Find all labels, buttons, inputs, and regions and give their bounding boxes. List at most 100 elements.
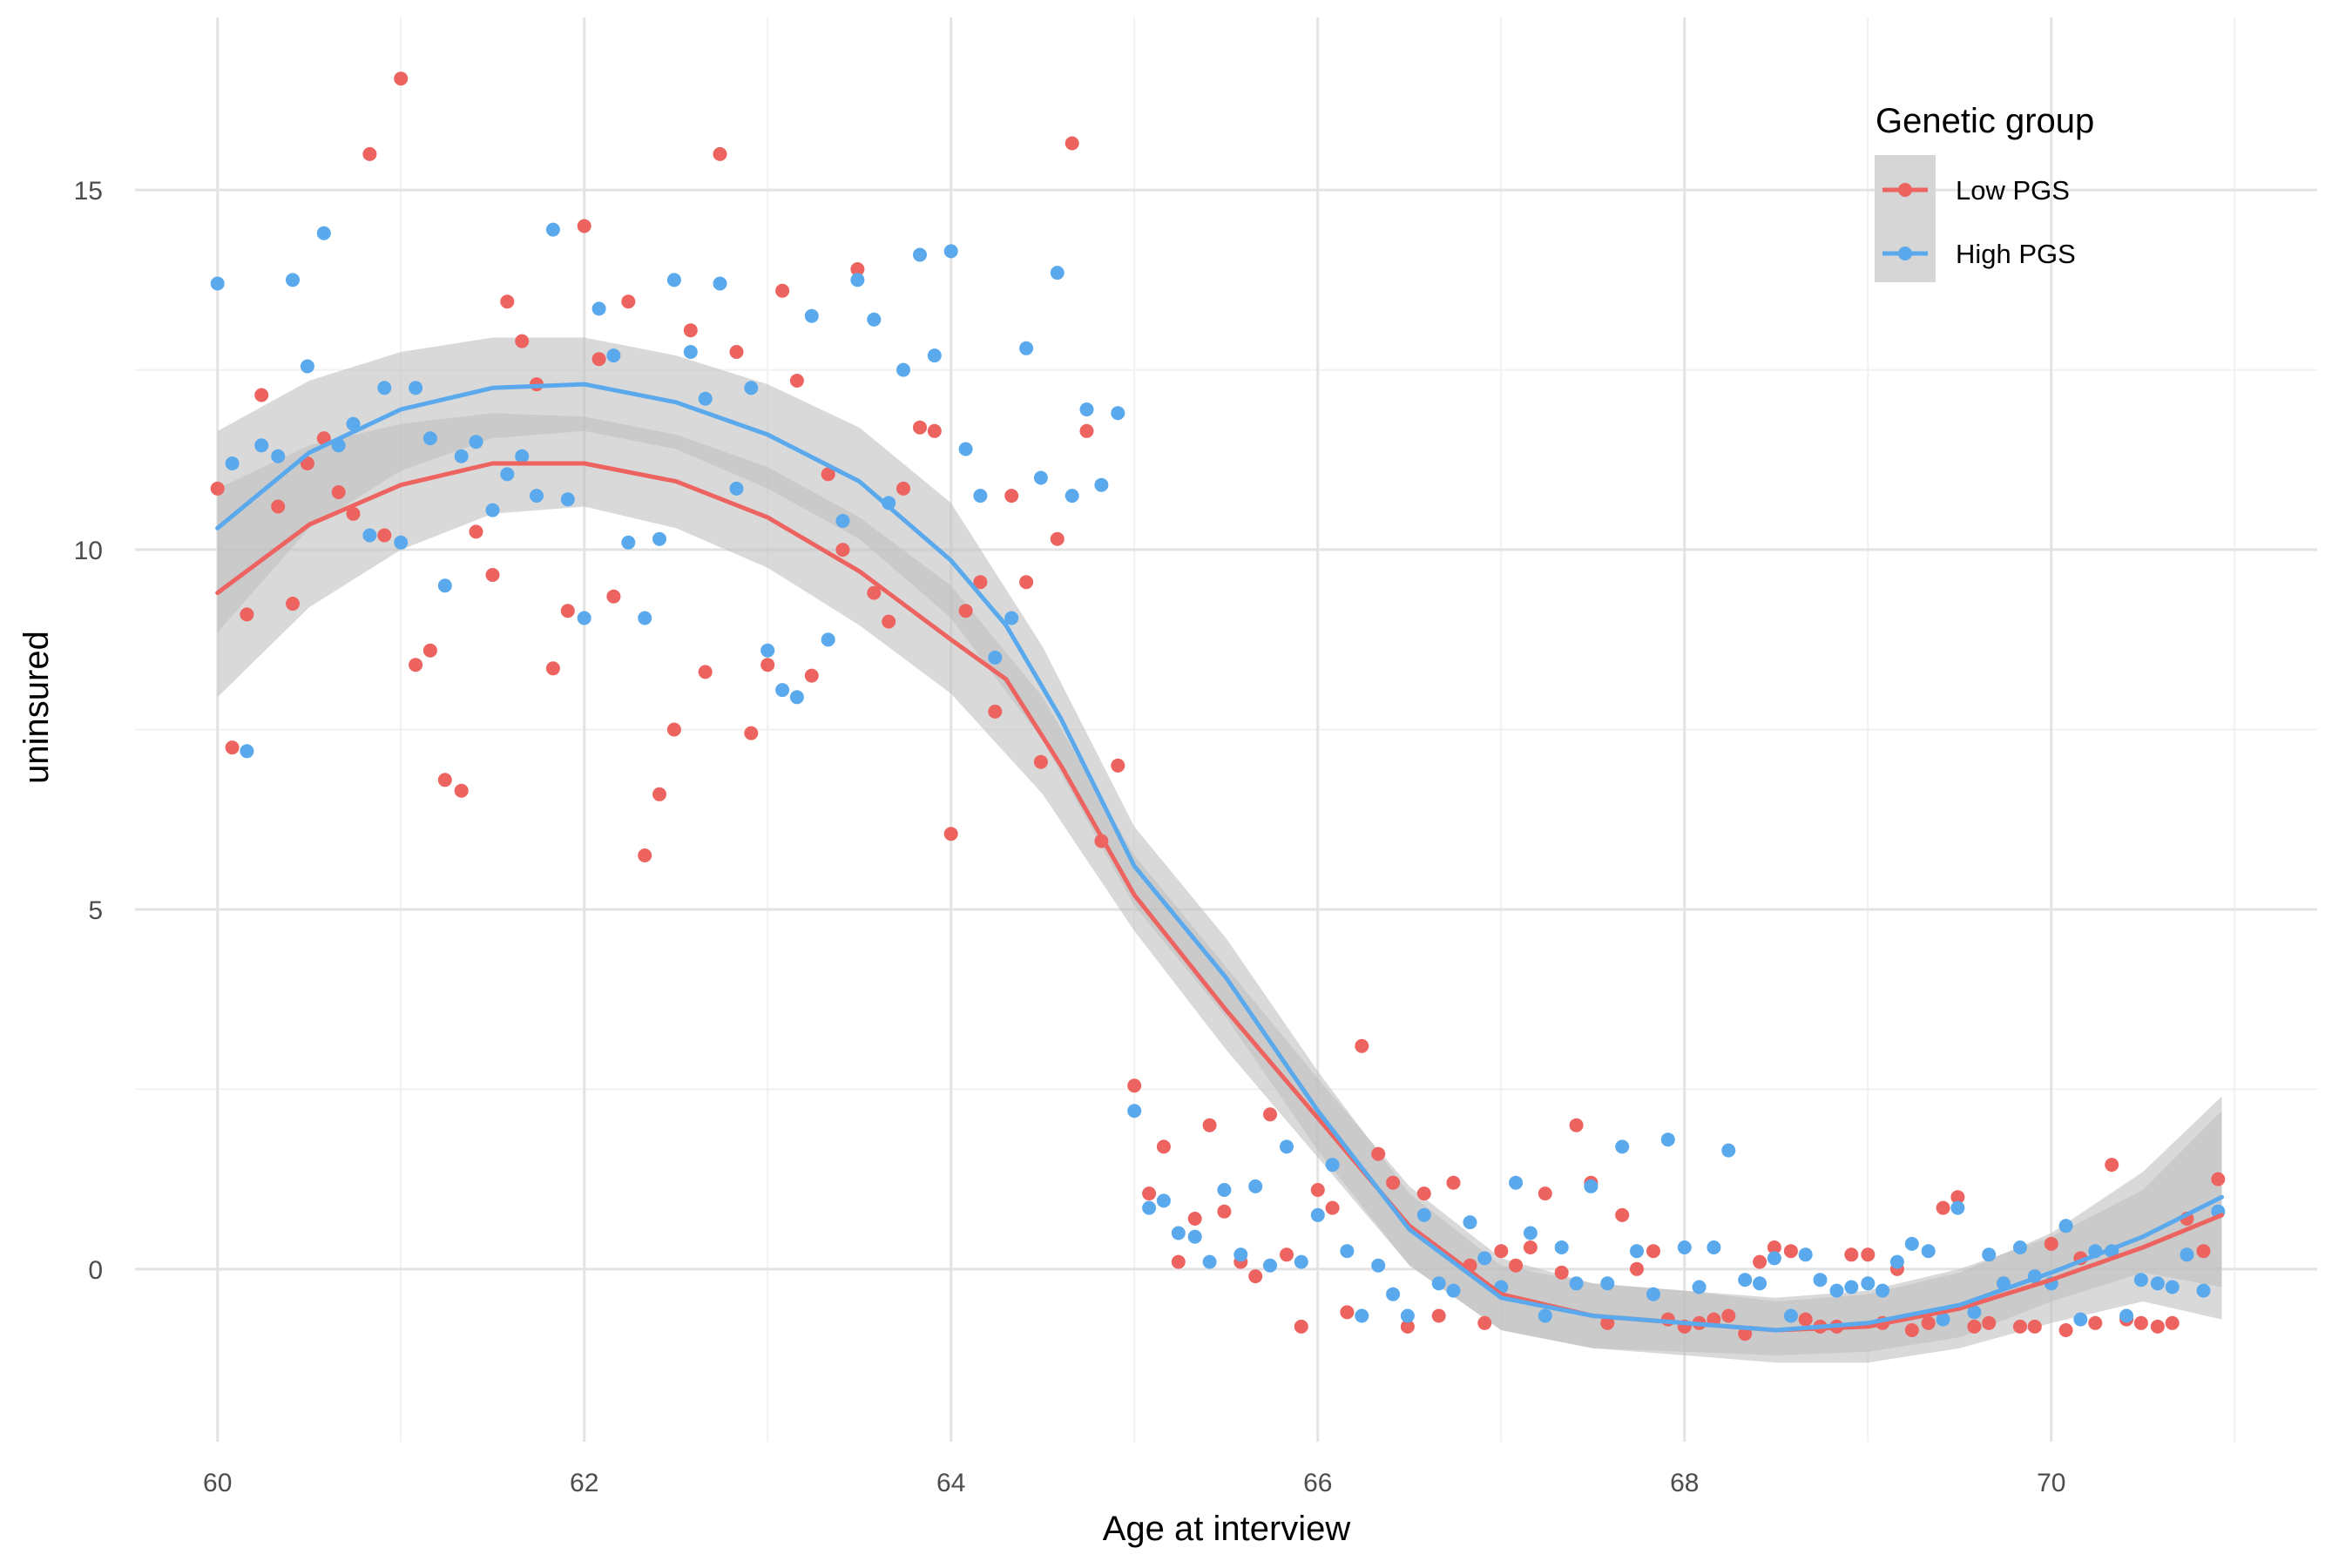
data-point xyxy=(2133,1273,2148,1288)
data-point xyxy=(1783,1244,1798,1259)
data-point xyxy=(1509,1258,1524,1273)
legend-label: Low PGS xyxy=(1956,175,2070,206)
smooth-lines xyxy=(215,382,2224,1333)
data-point xyxy=(1477,1251,1492,1266)
data-point xyxy=(1523,1226,1538,1240)
data-point xyxy=(1355,1308,1369,1323)
data-point xyxy=(1523,1240,1538,1254)
data-point xyxy=(882,614,896,629)
data-point xyxy=(422,643,437,658)
data-point xyxy=(271,499,286,514)
data-point xyxy=(1844,1247,1859,1262)
data-point xyxy=(1967,1305,1982,1320)
y-tick-label: 10 xyxy=(74,537,103,565)
data-point xyxy=(1646,1244,1660,1259)
data-point xyxy=(437,578,452,593)
data-point xyxy=(1463,1215,1477,1230)
data-point xyxy=(469,524,483,539)
data-point xyxy=(545,222,560,237)
data-point xyxy=(271,449,286,463)
data-point xyxy=(225,740,240,755)
minor-gridlines xyxy=(135,17,2317,1442)
data-point xyxy=(1280,1139,1294,1154)
data-point xyxy=(958,604,973,618)
data-point xyxy=(300,456,314,470)
smooth-line xyxy=(215,461,2224,1333)
y-tick-label: 15 xyxy=(74,177,103,206)
data-point xyxy=(1263,1258,1277,1273)
data-point xyxy=(210,481,225,496)
y-axis-ticks: 0 5 10 15 xyxy=(74,177,103,1285)
data-point xyxy=(394,71,409,86)
data-point xyxy=(988,704,1003,719)
data-point xyxy=(638,611,652,625)
data-point xyxy=(1692,1280,1707,1294)
data-point xyxy=(1600,1315,1615,1330)
data-point xyxy=(1431,1276,1446,1291)
data-point xyxy=(913,247,927,262)
data-point xyxy=(913,420,927,435)
data-point xyxy=(1509,1175,1524,1190)
data-point xyxy=(500,294,515,309)
data-point xyxy=(1019,341,1034,355)
data-point xyxy=(927,348,942,363)
data-point xyxy=(2013,1319,2027,1334)
data-point xyxy=(1446,1175,1461,1190)
data-point xyxy=(638,848,652,862)
data-point xyxy=(835,543,850,558)
data-point xyxy=(1936,1312,1950,1327)
legend-label: High PGS xyxy=(1956,239,2076,269)
data-point xyxy=(560,492,575,507)
data-point xyxy=(775,683,790,698)
data-point xyxy=(1876,1283,1890,1298)
data-point xyxy=(744,726,759,740)
data-point xyxy=(621,294,636,309)
data-point xyxy=(1861,1276,1876,1291)
data-point xyxy=(2211,1172,2226,1186)
data-point xyxy=(683,323,698,338)
data-point xyxy=(1202,1254,1217,1269)
data-point xyxy=(1967,1319,1982,1334)
x-axis-ticks: 60 62 64 66 68 70 xyxy=(203,1469,2065,1497)
data-point xyxy=(254,388,269,402)
data-point xyxy=(346,506,361,521)
data-point xyxy=(1094,477,1109,492)
data-point xyxy=(1554,1240,1569,1254)
data-point xyxy=(1767,1251,1781,1266)
data-point xyxy=(1861,1247,1876,1262)
data-point xyxy=(1477,1315,1492,1330)
data-point xyxy=(2088,1315,2103,1330)
data-point xyxy=(2013,1240,2027,1254)
data-point xyxy=(1660,1132,1675,1147)
data-point xyxy=(683,345,698,359)
data-point xyxy=(606,589,621,604)
data-point xyxy=(1142,1200,1157,1215)
data-point xyxy=(1584,1179,1598,1193)
data-point xyxy=(454,449,469,463)
data-point xyxy=(1187,1229,1202,1244)
data-point xyxy=(1600,1276,1615,1291)
data-point xyxy=(1889,1254,1904,1269)
data-point xyxy=(362,146,377,161)
confidence-band xyxy=(217,413,2222,1363)
data-point xyxy=(409,658,423,672)
data-point xyxy=(973,575,988,590)
data-point xyxy=(988,650,1003,665)
data-point xyxy=(1646,1287,1660,1301)
data-point xyxy=(1721,1143,1736,1158)
data-point xyxy=(1325,1200,1340,1215)
data-point xyxy=(515,334,530,348)
data-point xyxy=(1111,406,1125,421)
y-tick-label: 5 xyxy=(88,896,103,925)
data-point xyxy=(1400,1319,1415,1334)
data-point xyxy=(422,431,437,446)
legend-key-point xyxy=(1898,183,1912,197)
data-point xyxy=(1630,1261,1644,1276)
data-point xyxy=(1538,1186,1552,1201)
data-point xyxy=(454,783,469,798)
data-point xyxy=(1079,402,1094,416)
data-point xyxy=(2165,1315,2180,1330)
data-point xyxy=(1783,1308,1798,1323)
data-point xyxy=(896,362,910,377)
data-point xyxy=(530,489,544,504)
